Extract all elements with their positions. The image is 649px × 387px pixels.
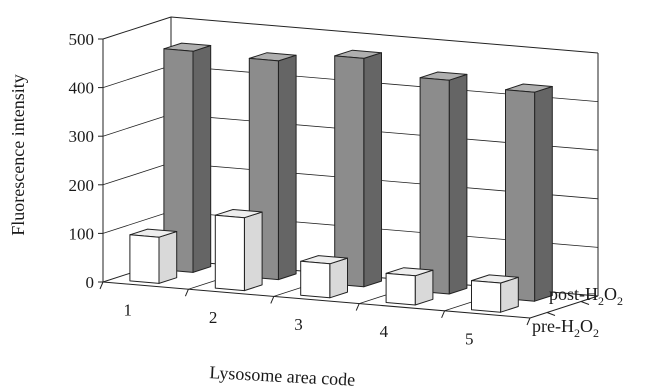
x-axis-title: Lysosome area code [209,362,356,387]
bar [419,71,468,295]
bar [385,267,434,306]
series-label-post-h2o2: post-H2O2 [549,284,623,308]
floor-right-edge [529,295,599,319]
x-tick-mark [270,296,275,304]
bar-side-face [192,45,212,273]
x-tick-mark [99,281,104,290]
back-wall-top-edge [170,16,599,54]
bar-front-face [214,214,245,292]
bar-side-face [363,52,382,288]
gridline-side [102,162,172,186]
x-tick-label: 1 [123,301,132,320]
y-tick-labels: 0 100 200 300 400 500 [69,30,95,292]
gridline-side [102,65,172,88]
side-wall-top-edge [102,16,172,40]
x-tick-labels: 1 2 3 4 5 [123,301,473,349]
x-tick-mark [355,303,360,311]
depth-tick-mark [580,301,590,305]
x-tick-mark [441,310,446,318]
y-tick-label: 300 [69,127,95,146]
bar [163,42,212,273]
bar-front-face [300,260,331,299]
gridline-side [102,211,172,234]
x-tick-label: 3 [294,315,303,334]
y-tick-label: 500 [69,30,95,49]
bar-front-face [471,280,502,313]
bar-front-face [334,55,365,288]
y-tick-label: 200 [69,176,95,195]
bars [129,42,553,313]
gridline-side [102,113,172,137]
bar [471,274,519,313]
bar [334,49,382,288]
bar-side-face [448,73,468,295]
floor-front-edge [102,281,531,319]
bar [214,209,263,292]
x-tick-label: 2 [209,308,218,327]
y-axis-title: Fluorescence intensity [8,74,28,235]
bar [505,83,553,302]
bar [129,228,178,284]
bar-front-face [129,234,160,284]
x-tick-mark [184,289,189,297]
bar-side-face [243,211,263,292]
x-tick-label: 5 [465,329,474,348]
y-tick-label: 0 [86,273,95,292]
y-tick-label: 400 [69,79,95,98]
bar-side-face [329,257,348,299]
bar-front-face [505,89,536,302]
bar-front-face [419,77,450,295]
x-tick-label: 4 [380,322,389,341]
x-tick-mark [526,317,531,326]
y-tick-label: 100 [69,224,95,243]
bar-side-face [534,86,553,302]
bar-front-face [163,48,194,273]
series-label-pre-h2o2: pre-H2O2 [532,316,599,340]
bar-side-face [158,231,178,284]
bar-side-face [277,54,297,281]
depth-tick-mark [546,312,556,316]
bar [300,255,348,299]
bar-front-face [385,272,416,306]
